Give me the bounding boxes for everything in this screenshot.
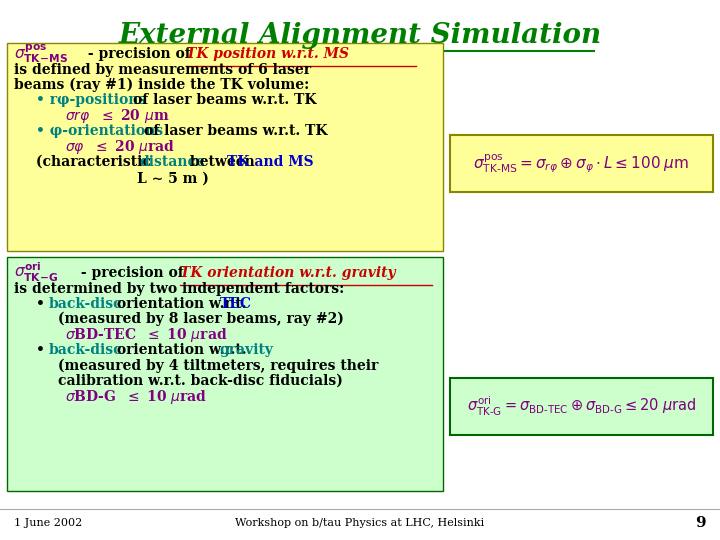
- Text: • φ-orientations: • φ-orientations: [36, 124, 163, 138]
- Text: is determined by two independent factors:: is determined by two independent factors…: [14, 282, 345, 296]
- Text: orientation w.r.t.: orientation w.r.t.: [112, 297, 251, 311]
- Text: $\sigma_{\mathbf{TK\!-\!MS}}^{\mathbf{pos}}$: $\sigma_{\mathbf{TK\!-\!MS}}^{\mathbf{po…: [14, 43, 68, 65]
- Text: (characteristic: (characteristic: [36, 155, 156, 169]
- Text: of laser beams w.r.t. TK: of laser beams w.r.t. TK: [144, 124, 328, 138]
- Text: of laser beams w.r.t. TK: of laser beams w.r.t. TK: [133, 93, 317, 107]
- Text: $\sigma_{\mathbf{TK\!-\!G}}^{\mathbf{ori}}$: $\sigma_{\mathbf{TK\!-\!G}}^{\mathbf{ori…: [14, 261, 59, 284]
- Text: $\sigma r\varphi$  $\leq$ 20 $\mu$m: $\sigma r\varphi$ $\leq$ 20 $\mu$m: [65, 107, 169, 125]
- Text: •: •: [36, 297, 50, 311]
- Text: $\sigma$BD-G  $\leq$ 10 $\mu$rad: $\sigma$BD-G $\leq$ 10 $\mu$rad: [65, 388, 207, 406]
- FancyBboxPatch shape: [7, 43, 443, 251]
- Text: TEC: TEC: [220, 297, 251, 311]
- Text: $\sigma$BD-TEC  $\leq$ 10 $\mu$rad: $\sigma$BD-TEC $\leq$ 10 $\mu$rad: [65, 326, 228, 344]
- Text: beams (ray #1) inside the TK volume:: beams (ray #1) inside the TK volume:: [14, 78, 310, 92]
- Text: between: between: [185, 155, 260, 169]
- FancyBboxPatch shape: [7, 256, 443, 491]
- Text: distance: distance: [139, 155, 204, 169]
- Text: L ∼ 5 m ): L ∼ 5 m ): [137, 171, 209, 185]
- Text: back-disc: back-disc: [49, 297, 122, 311]
- Text: TK orientation w.r.t. gravity: TK orientation w.r.t. gravity: [180, 266, 395, 280]
- Text: back-disc: back-disc: [49, 343, 122, 357]
- Text: • rφ-positions: • rφ-positions: [36, 93, 146, 107]
- Text: Workshop on b/tau Physics at LHC, Helsinki: Workshop on b/tau Physics at LHC, Helsin…: [235, 518, 485, 528]
- Text: TK and MS: TK and MS: [227, 155, 313, 169]
- Text: is defined by measurements of 6 laser: is defined by measurements of 6 laser: [14, 63, 311, 77]
- Text: - precision of: - precision of: [76, 266, 188, 280]
- Text: calibration w.r.t. back-disc fiducials): calibration w.r.t. back-disc fiducials): [58, 374, 343, 388]
- Text: TK position w.r.t. MS: TK position w.r.t. MS: [186, 47, 348, 61]
- Text: (measured by 8 laser beams, ray #2): (measured by 8 laser beams, ray #2): [58, 312, 343, 326]
- Text: 1 June 2002: 1 June 2002: [14, 518, 83, 528]
- Text: $\sigma_{\rm TK\text{-}MS}^{\rm pos} = \sigma_{r\varphi} \oplus \sigma_{\varphi}: $\sigma_{\rm TK\text{-}MS}^{\rm pos} = \…: [473, 152, 690, 175]
- FancyBboxPatch shape: [450, 135, 713, 192]
- Text: gravity: gravity: [220, 343, 274, 357]
- Text: - precision of: - precision of: [83, 47, 195, 61]
- FancyBboxPatch shape: [450, 378, 713, 435]
- Text: orientation w.r.t.: orientation w.r.t.: [112, 343, 251, 357]
- Text: (measured by 4 tiltmeters, requires their: (measured by 4 tiltmeters, requires thei…: [58, 359, 378, 373]
- Text: $\sigma_{\rm TK\text{-}G}^{\rm ori} = \sigma_{\rm BD\text{-}TEC} \oplus \sigma_{: $\sigma_{\rm TK\text{-}G}^{\rm ori} = \s…: [467, 395, 696, 418]
- Text: $\sigma\varphi$  $\leq$ 20 $\mu$rad: $\sigma\varphi$ $\leq$ 20 $\mu$rad: [65, 138, 175, 156]
- Text: 9: 9: [695, 516, 706, 530]
- Text: •: •: [36, 343, 50, 357]
- Text: External Alignment Simulation: External Alignment Simulation: [118, 22, 602, 49]
